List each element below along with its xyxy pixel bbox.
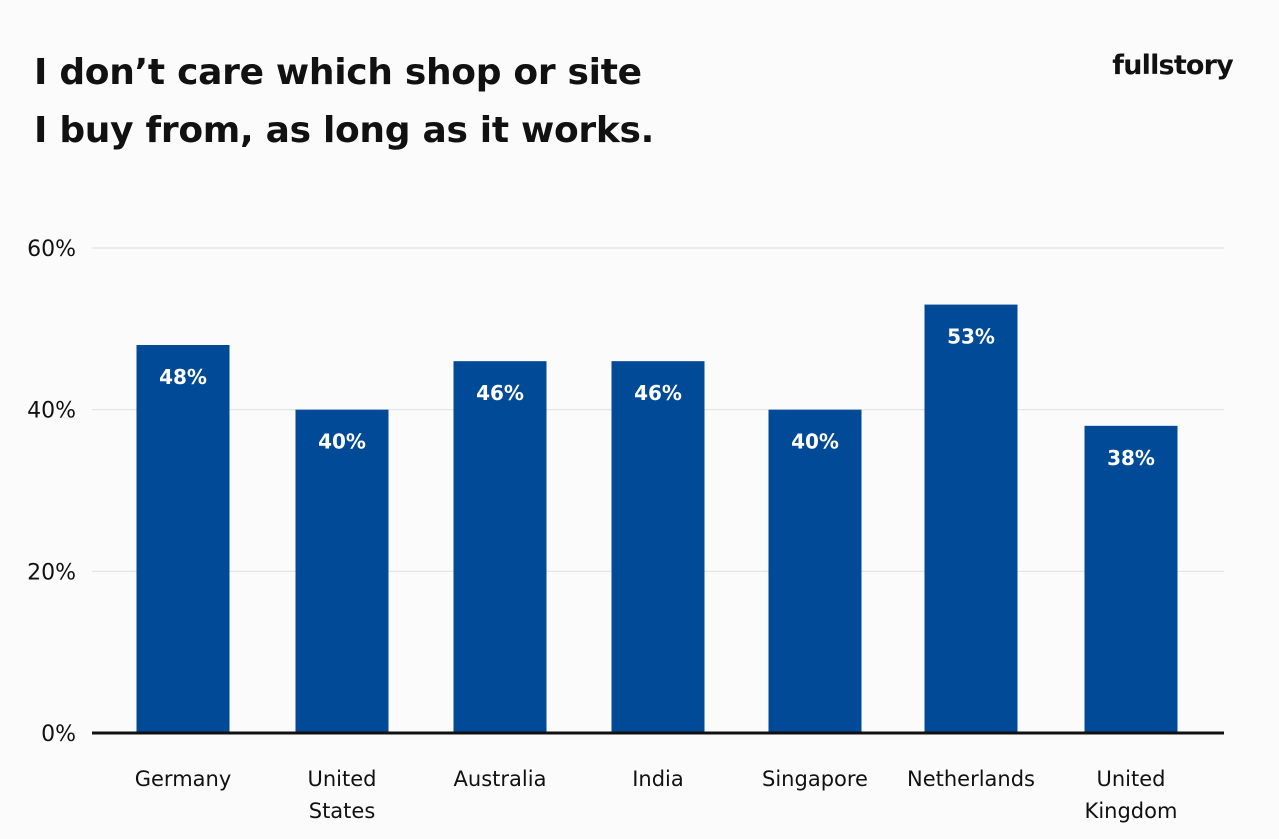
- chart-title-line-1: I don’t care which shop or site: [34, 52, 642, 93]
- bar: [295, 409, 389, 733]
- x-tick-label: States: [309, 799, 376, 823]
- data-label: 46%: [634, 381, 682, 405]
- y-tick-label: 40%: [27, 399, 76, 424]
- data-label: 46%: [476, 381, 524, 405]
- y-tick-label: 20%: [27, 560, 76, 585]
- bars: [136, 304, 1178, 733]
- data-label: 48%: [159, 365, 207, 389]
- fullstory-logo: fullstory: [1112, 50, 1234, 81]
- y-tick-label: 0%: [41, 722, 76, 747]
- data-label: 53%: [947, 325, 995, 349]
- data-label: 40%: [318, 430, 366, 454]
- x-tick-label: United: [308, 767, 377, 791]
- x-tick-label: Germany: [135, 767, 232, 791]
- data-label: 38%: [1107, 446, 1155, 470]
- x-axis-ticks: Germany United States Australia India Singapo…: [135, 767, 1178, 823]
- x-tick-label: Australia: [454, 767, 547, 791]
- y-tick-label: 60%: [27, 237, 76, 262]
- bar: [611, 361, 705, 733]
- chart-title: I don’t care which shop or site I buy fr…: [34, 44, 654, 160]
- bar: [1084, 425, 1178, 733]
- bar: [136, 345, 230, 733]
- y-axis-ticks: 0% 20% 40% 60%: [27, 237, 76, 747]
- x-tick-label: Singapore: [762, 767, 868, 791]
- x-tick-label: India: [632, 767, 684, 791]
- data-label: 40%: [791, 430, 839, 454]
- bar: [924, 304, 1018, 733]
- bar: [768, 409, 862, 733]
- chart-title-line-2: I buy from, as long as it works.: [34, 110, 654, 151]
- x-tick-label: Netherlands: [907, 767, 1035, 791]
- data-labels: 48% 40% 46% 46% 40% 53% 38%: [159, 325, 1155, 470]
- bar: [453, 361, 547, 733]
- x-tick-label: United: [1097, 767, 1166, 791]
- x-tick-label: Kingdom: [1085, 799, 1178, 823]
